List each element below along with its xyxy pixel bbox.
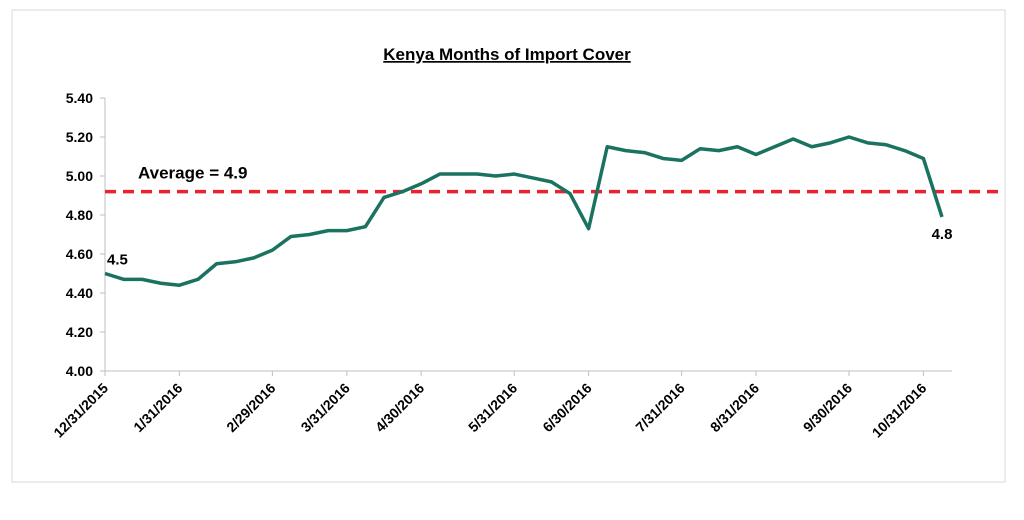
x-tick-label: 7/31/2016	[632, 380, 688, 436]
chart-frame	[11, 9, 1006, 483]
y-tick-label: 4.20	[66, 324, 93, 340]
y-tick-label: 4.40	[66, 285, 93, 301]
data-label: 4.8	[932, 226, 953, 243]
x-tick-label: 5/31/2016	[465, 380, 521, 436]
y-tick-label: 5.40	[66, 90, 93, 106]
chart-title: Kenya Months of Import Cover	[383, 45, 631, 64]
y-tick-label: 4.60	[66, 246, 93, 262]
x-tick-label: 3/31/2016	[298, 380, 354, 436]
x-tick-label: 10/31/2016	[869, 380, 930, 441]
x-tick-label: 9/30/2016	[800, 380, 856, 436]
x-tick-label: 1/31/2016	[130, 380, 186, 436]
x-tick-label: 12/31/2015	[50, 380, 111, 441]
x-tick-label: 4/30/2016	[372, 380, 428, 436]
x-tick-label: 6/30/2016	[539, 380, 595, 436]
data-line	[104, 135, 944, 287]
y-tick-label: 5.20	[66, 129, 93, 145]
y-tick-label: 4.80	[66, 207, 93, 223]
x-tick-label: 2/29/2016	[223, 380, 279, 436]
y-tick-label: 5.00	[66, 168, 93, 184]
data-label: 4.5	[107, 252, 128, 269]
y-tick-label: 4.00	[66, 363, 93, 379]
average-label: Average = 4.9	[138, 164, 247, 183]
x-tick-label: 8/31/2016	[707, 380, 763, 436]
